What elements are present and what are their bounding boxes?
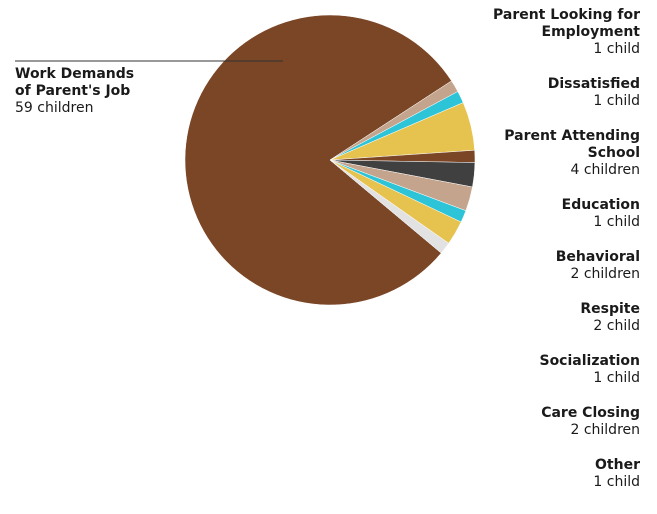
legend-label: Behavioral bbox=[555, 249, 640, 265]
legend-item-respite: Respite 2 child bbox=[400, 301, 640, 335]
pie-slice-work-demands-of-parent-s-job bbox=[184, 14, 452, 306]
work-demands-label: Work Demands of Parent's Job bbox=[15, 66, 135, 99]
legend-label: Respite bbox=[580, 301, 640, 317]
legend-label: Education bbox=[561, 197, 640, 213]
legend-item-parent-looking-for-employment: Parent Looking for Employment 1 child bbox=[400, 7, 640, 58]
legend-item-socialization: Socialization 1 child bbox=[400, 353, 640, 387]
legend-label: Dissatisfied bbox=[547, 76, 640, 92]
legend-value: 2 children bbox=[570, 422, 640, 438]
pie-slices bbox=[184, 14, 476, 306]
legend-item-dissatisfied: Dissatisfied 1 child bbox=[400, 76, 640, 110]
legend-label: Parent Attending School bbox=[504, 128, 640, 161]
legend-value: 1 child bbox=[593, 370, 640, 386]
work-demands-value: 59 children bbox=[15, 100, 94, 116]
pie-slice-other bbox=[329, 159, 450, 254]
legend-value: 1 child bbox=[593, 474, 640, 490]
legend-value: 1 child bbox=[593, 41, 640, 57]
legend: Parent Looking for Employment 1 child Di… bbox=[400, 7, 640, 491]
legend-item-parent-attending-school: Parent Attending School 4 children bbox=[400, 128, 640, 179]
legend-item-care-closing: Care Closing 2 children bbox=[400, 405, 640, 439]
legend-value: 2 child bbox=[593, 318, 640, 334]
legend-item-education: Education 1 child bbox=[400, 197, 640, 231]
legend-label: Parent Looking for Employment bbox=[492, 7, 640, 40]
legend-value: 1 child bbox=[593, 214, 640, 230]
work-demands-callout: Work Demands of Parent's Job 59 children bbox=[15, 66, 134, 117]
legend-label: Other bbox=[595, 457, 640, 473]
legend-label: Care Closing bbox=[541, 405, 640, 421]
legend-item-behavioral: Behavioral 2 children bbox=[400, 249, 640, 283]
legend-label: Socialization bbox=[539, 353, 640, 369]
legend-value: 1 child bbox=[593, 93, 640, 109]
legend-value: 2 children bbox=[570, 266, 640, 282]
legend-value: 4 children bbox=[570, 162, 640, 178]
legend-item-other: Other 1 child bbox=[400, 457, 640, 491]
